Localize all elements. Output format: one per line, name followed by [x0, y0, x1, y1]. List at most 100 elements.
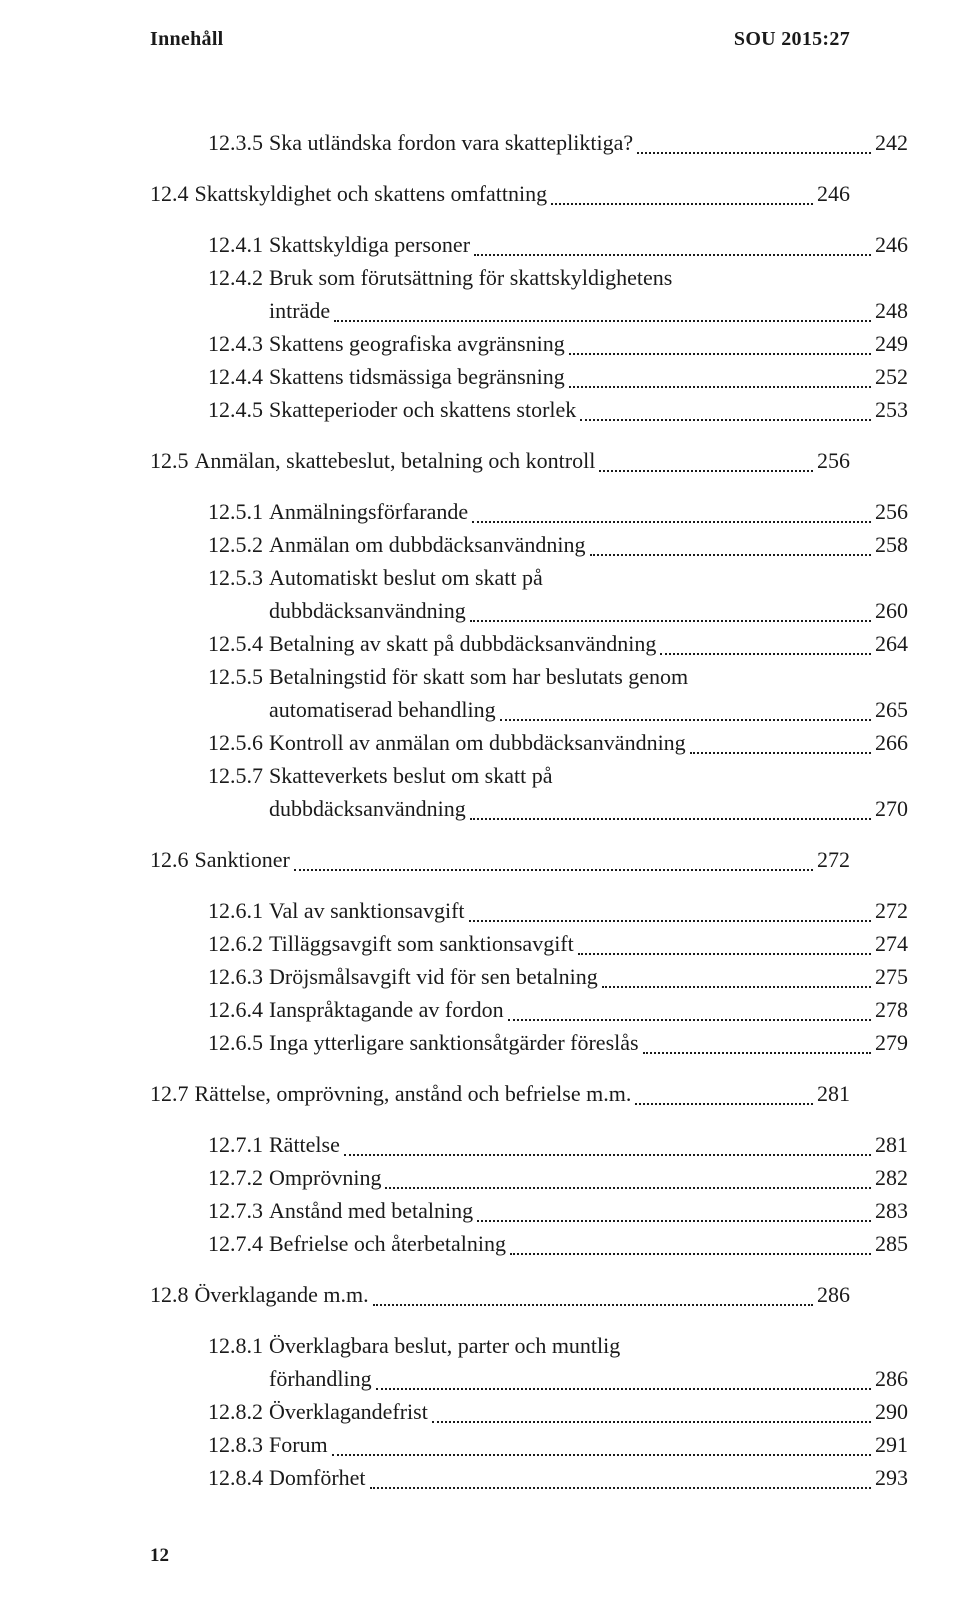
toc-leader-dots — [334, 320, 871, 322]
toc-leader-dots — [569, 353, 871, 355]
toc-entry-number: 12.6.2 — [208, 927, 263, 960]
toc-block: 12.3.5 Ska utländska fordon vara skattep… — [150, 126, 850, 159]
toc-entry-page: 283 — [875, 1194, 908, 1227]
toc-entry-number: 12.5.1 — [208, 495, 263, 528]
toc-entry-page: 285 — [875, 1227, 908, 1260]
toc-entry-continuation: 12.4.2 inträde248 — [150, 294, 908, 327]
toc-entry-label: Tilläggsavgift som sanktionsavgift — [263, 927, 574, 960]
toc-entry-page: 246 — [875, 228, 908, 261]
toc-block: 12.8.1 Överklagbara beslut, parter och m… — [150, 1329, 850, 1494]
toc-entry-page: 281 — [875, 1128, 908, 1161]
toc-leader-dots — [500, 719, 871, 721]
toc-entry-label: Anstånd med betalning — [263, 1194, 473, 1227]
toc-entry-page: 275 — [875, 960, 908, 993]
toc-entry-page: 286 — [817, 1278, 850, 1311]
toc-entry-label: Överklagbara beslut, parter och muntlig — [263, 1329, 620, 1362]
toc-entry-label: Anmälan om dubbdäcksanvändning — [263, 528, 586, 561]
page-number: 12 — [150, 1542, 169, 1571]
toc-entry: 12.8.2 Överklagandefrist290 — [150, 1395, 908, 1428]
toc-entry-page: 274 — [875, 927, 908, 960]
toc-entry-number: 12.6.4 — [208, 993, 263, 1026]
toc-leader-dots — [602, 986, 871, 988]
header-left: Innehåll — [150, 24, 224, 54]
toc-entry-number: 12.4 — [150, 177, 189, 210]
toc-entry-label: Forum — [263, 1428, 328, 1461]
toc-entry-label: Anmälan, skattebeslut, betalning och kon… — [189, 444, 596, 477]
toc-leader-dots — [376, 1388, 871, 1390]
toc-entry-number: 12.5 — [150, 444, 189, 477]
toc-entry-page: 248 — [875, 294, 908, 327]
toc-entry-page: 260 — [875, 594, 908, 627]
toc-leader-dots — [551, 203, 813, 205]
toc-entry-number: 12.5.5 — [208, 660, 263, 693]
toc-entry: 12.4 Skattskyldighet och skattens omfatt… — [150, 177, 850, 210]
toc-entry-number: 12.4.4 — [208, 360, 263, 393]
toc-entry-page: 258 — [875, 528, 908, 561]
toc-entry-label: Skattens tidsmässiga begränsning — [263, 360, 565, 393]
toc-leader-dots — [472, 521, 871, 523]
toc-entry-number: 12.8.2 — [208, 1395, 263, 1428]
toc-entry-number: 12.7.3 — [208, 1194, 263, 1227]
toc-entry: 12.5.2 Anmälan om dubbdäcksanvändning258 — [150, 528, 908, 561]
toc-leader-dots — [590, 554, 872, 556]
toc-entry-number: 12.6.5 — [208, 1026, 263, 1059]
toc-entry-label: Skattens geografiska avgränsning — [263, 327, 565, 360]
toc-entry-number: 12.7.1 — [208, 1128, 263, 1161]
toc-block: 12.7.1 Rättelse28112.7.2 Omprövning28212… — [150, 1128, 850, 1260]
toc-entry-label: Befrielse och återbetalning — [263, 1227, 506, 1260]
toc-leader-dots — [294, 869, 813, 871]
toc-entry-label-cont: dubbdäcksanvändning — [263, 792, 466, 825]
toc-entry-label: Betalning av skatt på dubbdäcksanvändnin… — [263, 627, 656, 660]
toc-entry: 12.7.1 Rättelse281 — [150, 1128, 908, 1161]
toc-entry-label: Ianspråktagande av fordon — [263, 993, 504, 1026]
toc-entry: 12.4.5 Skatteperioder och skattens storl… — [150, 393, 908, 426]
toc-entry-page: 266 — [875, 726, 908, 759]
toc-leader-dots — [643, 1052, 871, 1054]
toc-block: 12.8 Överklagande m.m. 286 — [150, 1278, 850, 1311]
toc-entry-number: 12.8.1 — [208, 1329, 263, 1362]
toc-entry: 12.6.5 Inga ytterligare sanktionsåtgärde… — [150, 1026, 908, 1059]
toc-leader-dots — [470, 620, 871, 622]
toc-entry-page: 256 — [817, 444, 850, 477]
toc-entry-number: 12.7.2 — [208, 1161, 263, 1194]
toc-entry-label: Inga ytterligare sanktionsåtgärder föres… — [263, 1026, 639, 1059]
toc-block: 12.6 Sanktioner272 — [150, 843, 850, 876]
toc-entry-number: 12.5.7 — [208, 759, 263, 792]
toc-entry-page: 291 — [875, 1428, 908, 1461]
toc-entry-number: 12.7.4 — [208, 1227, 263, 1260]
toc-entry-label: Kontroll av anmälan om dubbdäcksanvändni… — [263, 726, 686, 759]
toc-entry-label: Betalningstid för skatt som har beslutat… — [263, 660, 688, 693]
toc-block: 12.6.1 Val av sanktionsavgift27212.6.2 T… — [150, 894, 850, 1059]
toc-entry: 12.7.3 Anstånd med betalning 283 — [150, 1194, 908, 1227]
toc-leader-dots — [477, 1220, 871, 1222]
toc-leader-dots — [332, 1454, 871, 1456]
toc-leader-dots — [510, 1253, 871, 1255]
toc-entry-page: 249 — [875, 327, 908, 360]
toc-leader-dots — [690, 752, 871, 754]
toc-entry-label: Anmälningsförfarande — [263, 495, 468, 528]
toc-entry-number: 12.3.5 — [208, 126, 263, 159]
toc-entry-continuation: 12.5.5 automatiserad behandling265 — [150, 693, 908, 726]
toc-entry-page: 242 — [875, 126, 908, 159]
toc-entry-label: Ska utländska fordon vara skattepliktiga… — [263, 126, 633, 159]
toc-entry: 12.8.3 Forum 291 — [150, 1428, 908, 1461]
toc-entry: 12.4.4 Skattens tidsmässiga begränsning 2… — [150, 360, 908, 393]
toc-entry-label: Skattskyldighet och skattens omfattning — [189, 177, 548, 210]
toc-block: 12.5.1 Anmälningsförfarande25612.5.2 Anm… — [150, 495, 850, 825]
toc-leader-dots — [637, 152, 871, 154]
toc-entry: 12.6.1 Val av sanktionsavgift272 — [150, 894, 908, 927]
toc-entry-label: Rättelse, omprövning, anstånd och befrie… — [189, 1077, 632, 1110]
toc-block: 12.5 Anmälan, skattebeslut, betalning oc… — [150, 444, 850, 477]
toc-entry-label: Omprövning — [263, 1161, 381, 1194]
toc-entry-number: 12.8.3 — [208, 1428, 263, 1461]
toc-entry-number: 12.4.3 — [208, 327, 263, 360]
toc-entry-page: 282 — [875, 1161, 908, 1194]
toc-leader-dots — [599, 470, 813, 472]
toc-block: 12.4.1 Skattskyldiga personer24612.4.2 B… — [150, 228, 850, 426]
toc-entry-number: 12.6.1 — [208, 894, 263, 927]
toc-entry-number: 12.7 — [150, 1077, 189, 1110]
toc-entry-page: 252 — [875, 360, 908, 393]
toc-leader-dots — [344, 1154, 871, 1156]
toc-entry-label: Domförhet — [263, 1461, 366, 1494]
toc-entry-page: 278 — [875, 993, 908, 1026]
